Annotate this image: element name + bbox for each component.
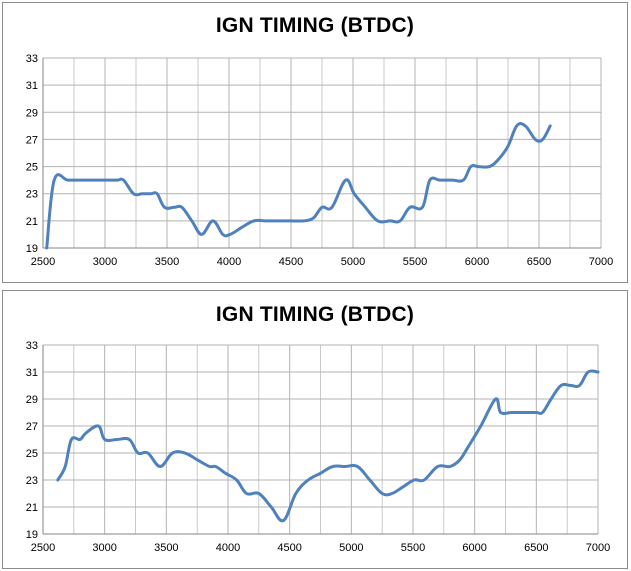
- line-chart-top: 19 21 23 25 27 29 31 33 2500 3000 3500 4000 4500 5000…: [26, 53, 613, 268]
- chart-panel-top: IGN TIMING (BTDC) 19 21 23 25 27 29 31 33 2500 30…: [2, 2, 628, 283]
- y-tick-label: 29: [26, 394, 38, 406]
- y-tick-label: 33: [26, 340, 38, 352]
- y-tick-label: 29: [26, 107, 38, 119]
- x-tick-label: 4500: [279, 256, 303, 268]
- y-tick-label: 27: [26, 134, 38, 146]
- x-tick-label: 5500: [403, 256, 427, 268]
- x-tick-label: 4000: [217, 256, 241, 268]
- y-tick-label: 33: [26, 53, 38, 65]
- y-tick-label: 23: [26, 189, 38, 201]
- x-tick-label: 5500: [401, 542, 425, 554]
- y-tick-label: 25: [26, 448, 38, 460]
- x-tick-label: 6000: [462, 542, 486, 554]
- y-tick-label: 27: [26, 421, 38, 433]
- x-tick-label: 6500: [524, 542, 548, 554]
- y-tick-label: 25: [26, 162, 38, 174]
- chart-panel-bottom: IGN TIMING (BTDC) 19 21 23 25 27 29 31 33 2500 30…: [2, 290, 628, 569]
- x-tick-label: 6000: [465, 256, 489, 268]
- x-tick-label: 3000: [93, 256, 117, 268]
- x-tick-label: 7000: [589, 256, 613, 268]
- y-tick-label: 19: [26, 243, 38, 255]
- x-tick-label: 3500: [154, 542, 178, 554]
- x-tick-label: 2500: [31, 542, 55, 554]
- series-line: [45, 122, 552, 250]
- y-tick-label: 23: [26, 475, 38, 487]
- x-tick-label: 4000: [216, 542, 240, 554]
- y-tick-label: 19: [26, 529, 38, 541]
- y-tick-label: 21: [26, 216, 38, 228]
- chart-title: IGN TIMING (BTDC): [215, 303, 415, 326]
- x-tick-label: 3500: [155, 256, 179, 268]
- y-tick-label: 31: [26, 80, 38, 92]
- x-tick-label: 3000: [92, 542, 116, 554]
- y-tick-label: 21: [26, 502, 38, 514]
- y-tick-label: 31: [26, 367, 38, 379]
- x-tick-label: 5000: [339, 542, 363, 554]
- x-tick-label: 2500: [31, 256, 55, 268]
- x-tick-label: 4500: [277, 542, 301, 554]
- x-tick-label: 7000: [586, 542, 610, 554]
- x-tick-label: 6500: [527, 256, 551, 268]
- line-chart-bottom: 19 21 23 25 27 29 31 33 2500 3000 3500 4000 4500 5000…: [26, 340, 610, 554]
- series-line: [56, 369, 600, 523]
- x-tick-label: 5000: [341, 256, 365, 268]
- chart-title: IGN TIMING (BTDC): [215, 14, 415, 37]
